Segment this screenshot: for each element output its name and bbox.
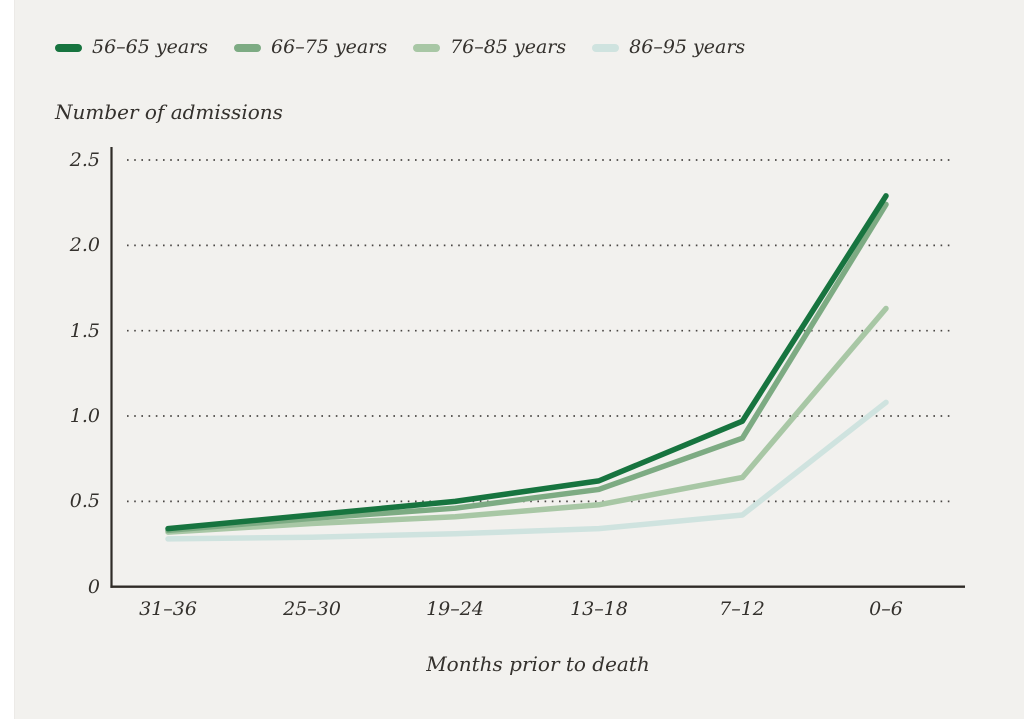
legend: 56–65 years 66–75 years 76–85 years 86–9… [55,38,745,57]
legend-swatch-icon [55,43,82,52]
x-tick-label: 19–24 [426,598,484,620]
y-tick-label: 1.0 [69,405,100,427]
y-tick-label: 2.5 [69,149,100,171]
legend-item-label: 66–75 years [271,36,388,58]
legend-item: 76–85 years [413,38,566,57]
x-axis-title: Months prior to death [426,652,650,676]
x-tick-label: 31–36 [139,598,197,620]
page-left-margin [0,0,15,719]
series-line-76-85-years [165,305,889,535]
y-tick-label: 1.5 [69,320,100,342]
series-line-66-75-years [165,201,889,534]
y-axis-title: Number of admissions [55,100,283,124]
x-tick-label: 13–18 [570,598,628,620]
legend-item-label: 86–95 years [629,36,746,58]
y-tick-label: 2.0 [69,234,100,256]
legend-item: 86–95 years [592,38,745,57]
x-tick-label: 0–6 [869,598,903,620]
x-tick-label: 25–30 [283,598,341,620]
series-line-56-65-years [165,193,889,532]
legend-item-label: 76–85 years [450,36,567,58]
y-tick-label: 0.5 [69,490,100,512]
legend-item-label: 56–65 years [92,36,209,58]
legend-swatch-icon [413,43,441,52]
legend-item: 56–65 years [55,38,208,57]
legend-swatch-icon [234,43,262,52]
x-tick-label: 7–12 [719,598,765,620]
legend-swatch-icon [592,43,620,52]
series-line-86-95-years [165,399,889,542]
legend-item: 66–75 years [234,38,387,57]
y-tick-label: 0 [87,576,100,598]
